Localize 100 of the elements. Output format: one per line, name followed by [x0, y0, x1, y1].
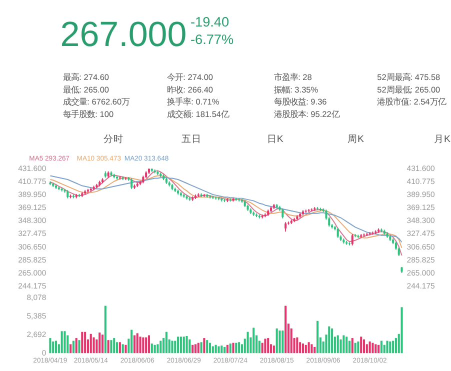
candlestick — [351, 234, 354, 246]
candlestick — [282, 208, 284, 219]
bar — [342, 335, 345, 354]
bar — [139, 336, 142, 354]
bar — [218, 346, 220, 354]
bar — [357, 341, 360, 354]
bar — [374, 344, 377, 354]
bar — [229, 344, 232, 354]
bar — [235, 342, 238, 354]
bar — [200, 342, 202, 354]
bar — [328, 326, 330, 354]
bar — [186, 336, 188, 354]
bar — [212, 346, 214, 354]
y-tick-label: 348.300 — [18, 216, 47, 226]
y-tick-label: 285.825 — [18, 255, 46, 264]
bar — [314, 346, 316, 354]
bar — [150, 344, 153, 354]
y-tick-label: 265.000 — [18, 268, 47, 278]
bar — [336, 335, 339, 354]
bar — [182, 336, 185, 354]
bar — [206, 340, 208, 354]
y-tick-label: 244.175 — [18, 281, 46, 290]
bar — [98, 332, 101, 354]
y-tick-label: 2,692 — [26, 330, 46, 340]
y-tick-label: 306.650 — [18, 242, 47, 252]
text: -6.77% — [190, 32, 234, 48]
bar — [136, 333, 138, 354]
bar — [383, 344, 386, 354]
bar — [296, 337, 298, 354]
candlestick — [284, 222, 287, 232]
y2-tick-label: 285.825 — [406, 255, 435, 264]
bar — [197, 342, 200, 354]
y-tick-label: 389.950 — [18, 190, 47, 200]
bar — [214, 344, 217, 354]
bar — [348, 340, 350, 354]
bar — [389, 341, 392, 354]
bar — [276, 328, 278, 354]
bar — [372, 342, 374, 354]
bar — [304, 344, 307, 354]
bar — [252, 328, 255, 354]
bar — [261, 342, 264, 354]
bar — [278, 330, 281, 354]
text: 分时 — [104, 133, 124, 146]
bar — [264, 338, 266, 354]
bar — [351, 338, 354, 354]
bar — [145, 337, 148, 354]
bar — [246, 332, 249, 354]
bar — [354, 342, 356, 354]
bar — [177, 336, 180, 354]
bar — [116, 342, 118, 354]
bar — [310, 344, 313, 354]
y2-tick-label: 244.175 — [406, 281, 435, 290]
bar — [52, 341, 54, 354]
bar — [346, 336, 348, 354]
bar — [368, 341, 371, 354]
bar — [203, 338, 206, 354]
text: -19.40 — [190, 14, 230, 30]
bar — [362, 339, 366, 354]
bar — [122, 344, 124, 354]
bar — [154, 344, 156, 354]
bar — [72, 340, 74, 354]
bar — [316, 320, 319, 354]
y-tick-label: 8,078 — [26, 293, 46, 302]
bar — [133, 335, 136, 354]
bar — [282, 330, 284, 354]
bar — [331, 328, 334, 354]
bar — [113, 338, 116, 354]
y2-tick-label: 369.125 — [406, 203, 435, 212]
bar — [92, 337, 95, 354]
text: 周K — [348, 134, 365, 146]
bar — [49, 338, 52, 354]
bar — [360, 336, 362, 354]
y2-tick-label: 389.950 — [406, 190, 436, 200]
bar — [386, 340, 388, 354]
bar — [160, 340, 162, 354]
bar — [232, 342, 234, 354]
y-tick-label: 410.775 — [18, 176, 46, 186]
bar — [302, 344, 304, 354]
bar — [378, 344, 380, 354]
bar — [81, 332, 84, 354]
bar — [174, 340, 176, 354]
bar — [171, 340, 174, 354]
bar — [340, 339, 342, 354]
bar — [194, 344, 196, 354]
bar — [156, 344, 159, 354]
candlestick — [336, 227, 339, 238]
bar — [392, 340, 394, 354]
bar — [70, 344, 72, 354]
bar — [226, 344, 228, 354]
y2-tick-label: 265.000 — [406, 268, 436, 278]
bar — [110, 340, 112, 354]
bar — [148, 335, 150, 354]
bar — [192, 344, 194, 354]
bar — [78, 340, 80, 354]
text: 月K — [434, 134, 451, 146]
y-tick-label: 5,385 — [26, 312, 46, 321]
bar — [118, 342, 121, 354]
bar — [142, 337, 144, 354]
bar — [107, 340, 110, 354]
bar — [104, 306, 106, 354]
